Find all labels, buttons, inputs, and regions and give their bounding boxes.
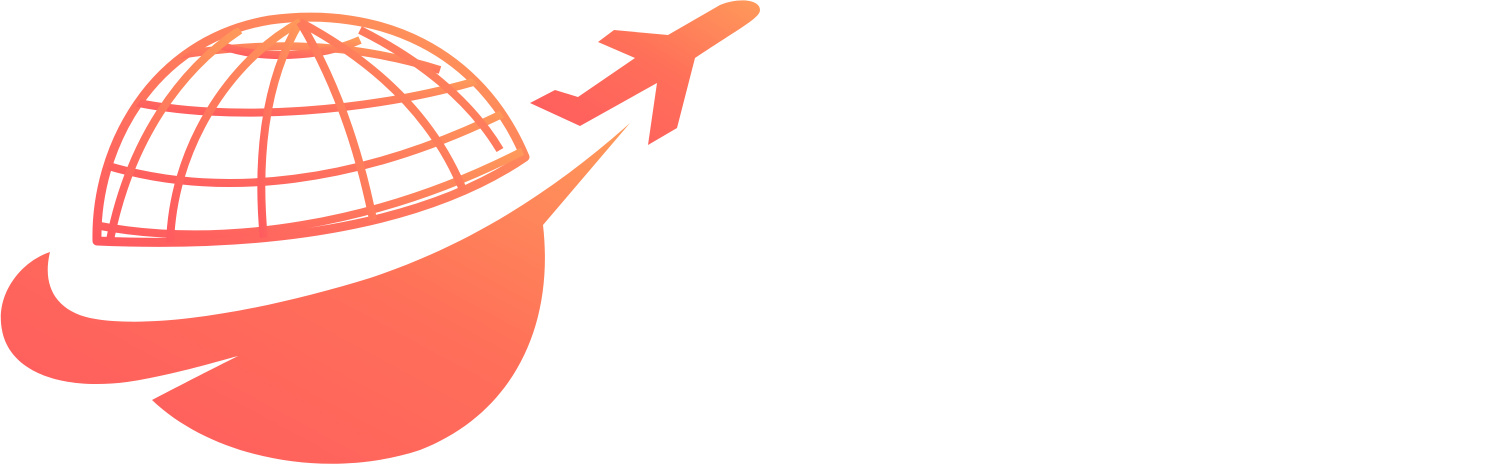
- travel-logo: [0, 0, 760, 464]
- blank-background-area: [770, 0, 1500, 471]
- logo-graphic: [0, 0, 760, 464]
- globe-icon: [92, 12, 530, 247]
- airplane-icon: [530, 0, 760, 145]
- swoosh: [0, 123, 630, 464]
